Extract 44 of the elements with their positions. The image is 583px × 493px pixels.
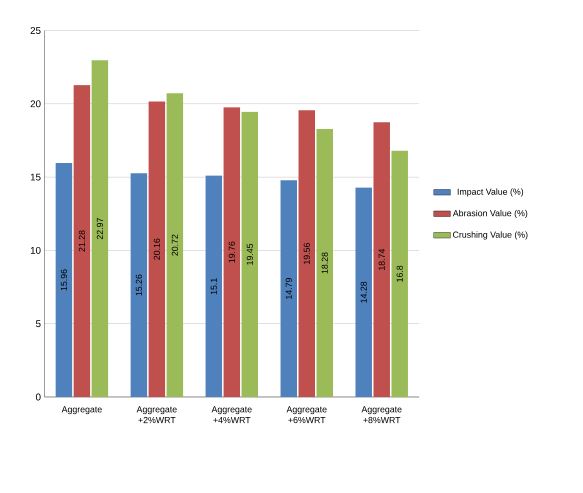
legend-label: Abrasion Value (%) <box>452 210 528 218</box>
x-tick-label: Aggregate +8%WRT <box>361 406 402 424</box>
data-label: 20.72 <box>172 234 178 256</box>
y-tick-label: 10 <box>30 247 41 254</box>
bar <box>391 150 408 398</box>
data-label: 19.76 <box>228 242 235 263</box>
bar <box>298 110 316 398</box>
data-label: 15.1 <box>210 278 217 294</box>
bar <box>206 176 222 398</box>
data-label: 18.28 <box>322 252 328 274</box>
data-label: 19.56 <box>304 243 310 264</box>
x-tick-label: Aggregate +4%WRT <box>212 406 252 424</box>
x-tick-label: Aggregate +6%WRT <box>286 406 327 424</box>
bar <box>316 129 333 398</box>
data-label: 15.26 <box>136 274 142 296</box>
data-label: 19.45 <box>246 244 253 265</box>
bar <box>74 85 90 398</box>
bar <box>242 112 258 398</box>
data-label: 14.28 <box>360 282 367 303</box>
legend-label: Impact Value (%) <box>458 188 524 197</box>
legend-label: Crushing Value (%) <box>453 231 528 240</box>
data-label: 14.79 <box>286 278 292 300</box>
data-label: 22.97 <box>96 218 104 240</box>
bar <box>280 180 298 398</box>
bar <box>56 163 72 398</box>
data-label: 18.74 <box>378 249 385 270</box>
bar <box>224 107 240 398</box>
y-tick-label: 15 <box>30 174 41 181</box>
bar <box>166 93 184 398</box>
y-tick-label: 5 <box>36 320 41 328</box>
bar <box>92 60 108 398</box>
data-label: 21.28 <box>78 230 86 252</box>
bar <box>373 122 390 398</box>
y-tick-label: 25 <box>30 27 41 34</box>
data-label: 20.16 <box>154 238 160 260</box>
bar <box>130 173 148 398</box>
bar <box>355 188 372 398</box>
y-tick-label: 0 <box>36 394 41 401</box>
data-label: 16.8 <box>396 266 403 282</box>
y-tick-label: 20 <box>30 100 41 108</box>
bar <box>148 102 166 398</box>
data-label: 15.96 <box>60 270 68 290</box>
x-tick-label: Aggregate <box>62 406 102 414</box>
x-tick-label: Aggregate +2%WRT <box>136 406 177 424</box>
